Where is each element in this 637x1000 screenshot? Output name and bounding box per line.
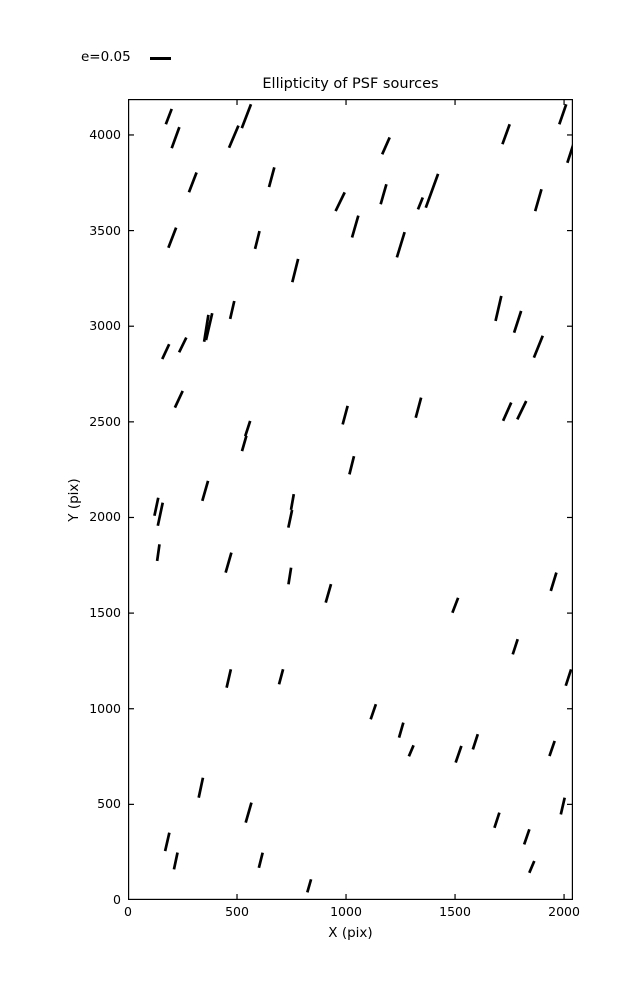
ellipticity-whisker <box>549 572 558 592</box>
ellipticity-whisker <box>228 300 236 320</box>
ellipticity-whisker <box>289 493 296 511</box>
ellipticity-whisker <box>350 215 360 238</box>
ellipticity-whisker <box>306 878 313 893</box>
ellipticity-whisker <box>224 552 233 573</box>
legend-label: e=0.05 <box>81 49 131 65</box>
y-tick-label: 1500 <box>89 605 121 621</box>
y-tick-label: 2000 <box>89 509 121 525</box>
x-tick-label: 1000 <box>330 904 362 919</box>
ellipticity-whisker <box>522 828 531 845</box>
ellipticity-whisker <box>187 172 198 193</box>
ellipticity-whisker <box>177 336 188 353</box>
axes-frame <box>128 99 573 900</box>
ellipticity-whisker <box>225 669 233 688</box>
ellipticity-whisker <box>516 400 528 420</box>
ellipticity-whisker <box>197 777 205 798</box>
ellipticity-whisker <box>532 335 545 359</box>
x-axis-label: X (pix) <box>328 925 373 941</box>
y-tick-label: 2500 <box>89 413 121 429</box>
ellipticity-whisker <box>564 668 573 687</box>
ellipticity-whisker <box>167 227 178 249</box>
ellipticity-whisker <box>163 832 171 852</box>
ellipticity-whisker <box>397 722 405 739</box>
ellipticity-whisker <box>471 733 480 750</box>
whisker-plot-svg <box>127 99 575 901</box>
ellipticity-whisker <box>153 497 160 517</box>
chart-title: Ellipticity of PSF sources <box>262 76 439 92</box>
ellipticity-whisker <box>380 136 391 155</box>
ellipticity-whisker <box>407 744 415 757</box>
y-tick-label: 0 <box>113 892 121 907</box>
ellipticity-whisker <box>240 103 253 129</box>
ellipticity-whisker <box>501 402 513 422</box>
ellipticity-whisker <box>253 230 261 250</box>
ellipticity-whisker <box>227 125 240 149</box>
ellipticity-whisker <box>379 183 388 205</box>
x-tick-label: 500 <box>225 904 249 919</box>
ellipticity-whisker <box>291 258 300 283</box>
ellipticity-whisker <box>414 397 423 419</box>
ellipticity-whisker <box>287 567 293 585</box>
ellipticity-whisker <box>202 314 210 342</box>
ellipticity-whisker <box>172 852 179 870</box>
legend-line-sample <box>150 57 171 60</box>
ellipticity-whisker <box>494 295 503 322</box>
ellipticity-whisker <box>395 231 406 258</box>
ellipticity-whisker <box>287 509 294 528</box>
ellipticity-whisker <box>533 188 543 212</box>
ellipticity-whisker <box>170 126 181 149</box>
ellipticity-whisker <box>451 597 460 614</box>
ellipticity-whisker <box>348 455 356 475</box>
ellipticity-whisker <box>267 167 276 188</box>
ellipticity-whisker <box>512 310 523 334</box>
ellipticity-whisker <box>155 544 161 562</box>
ellipticity-whisker <box>244 802 253 823</box>
ellipticity-whisker <box>566 143 575 164</box>
ellipticity-whisker <box>369 703 378 720</box>
ellipticity-whisker <box>548 740 556 757</box>
ellipticity-whisker <box>334 191 346 212</box>
ellipticity-whisker <box>156 502 165 527</box>
y-tick-label: 3500 <box>89 222 121 238</box>
ellipticity-whisker <box>493 812 501 829</box>
y-tick-label: 4000 <box>89 126 121 142</box>
ellipticity-whisker <box>416 196 425 210</box>
ellipticity-whisker <box>173 390 184 409</box>
ellipticity-whisker <box>511 638 519 655</box>
ellipticity-whisker <box>243 420 252 437</box>
x-tick-label: 1500 <box>439 904 471 919</box>
x-tick-label: 2000 <box>548 904 580 919</box>
ellipticity-whisker <box>558 103 568 125</box>
ellipticity-whisker <box>240 435 248 452</box>
plot-area <box>127 99 575 901</box>
ellipticity-whisker <box>161 343 171 360</box>
ellipticity-whisker <box>257 852 264 869</box>
y-tick-label: 500 <box>97 796 121 812</box>
ellipticity-whisker <box>204 312 214 341</box>
y-tick-label: 3000 <box>89 318 121 334</box>
ellipticity-whisker <box>528 860 536 874</box>
ellipticity-whisker <box>324 583 333 604</box>
ellipticity-whisker <box>164 108 173 125</box>
ellipticity-whisker <box>201 480 210 502</box>
ellipticity-whisker <box>501 123 511 145</box>
x-tick-label: 0 <box>124 904 132 919</box>
ellipticity-whisker <box>277 668 285 685</box>
ellipticity-whisker <box>424 173 440 209</box>
ellipticity-whisker <box>559 797 567 815</box>
ellipticity-whisker <box>341 405 349 425</box>
ellipticity-whisker <box>454 745 463 764</box>
y-tick-label: 1000 <box>89 700 121 716</box>
